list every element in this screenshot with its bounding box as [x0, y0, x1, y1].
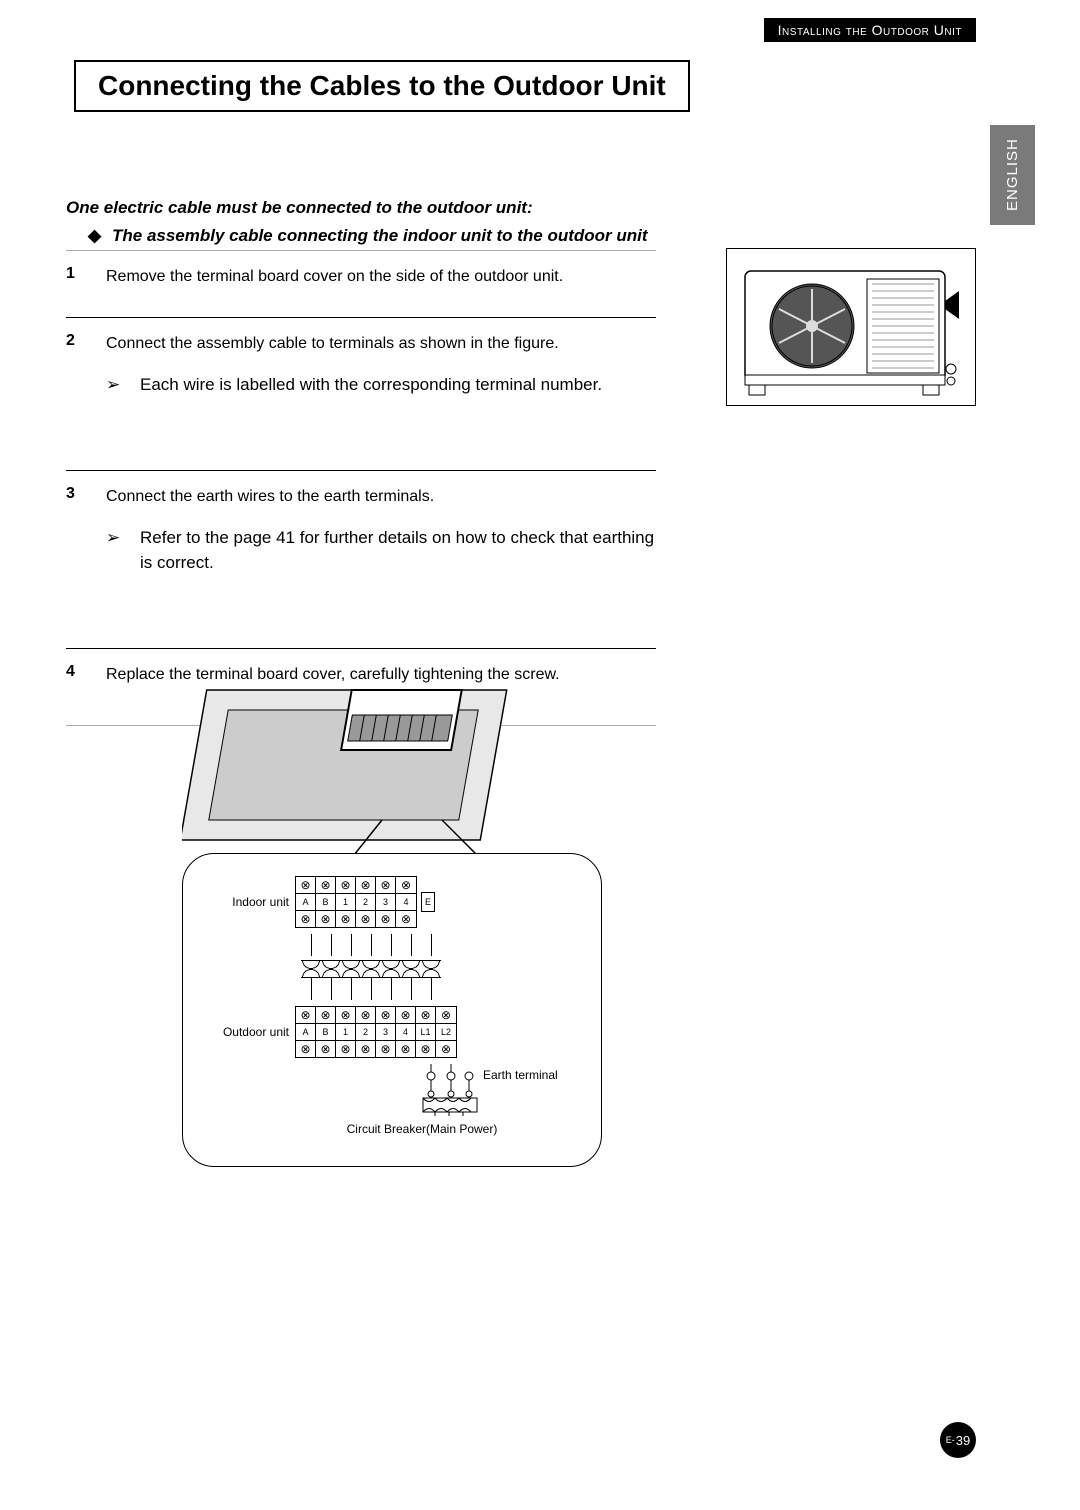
terminal-label-cell: 1: [336, 1024, 356, 1040]
step-body: Connect the assembly cable to terminals …: [106, 332, 602, 442]
step-text: Remove the terminal board cover on the s…: [106, 265, 563, 289]
earth-terminal-label: Earth terminal: [483, 1068, 558, 1082]
wire: [401, 934, 421, 956]
wire: [381, 934, 401, 956]
wire: [421, 978, 441, 1000]
indoor-unit-label: Indoor unit: [205, 895, 295, 909]
circuit-breaker-label: Circuit Breaker(Main Power): [265, 1122, 579, 1136]
terminal-screw-cell: [436, 1041, 456, 1057]
wire: [421, 934, 441, 956]
language-tab: ENGLISH: [990, 125, 1035, 225]
terminal-label-cell: L1: [416, 1024, 436, 1040]
step-sub: Refer to the page 41 for further details…: [106, 525, 656, 576]
terminal-screw-cell: [356, 1041, 376, 1057]
terminal-screw-cell: [336, 911, 356, 927]
terminal-label-cell: 4: [396, 1024, 416, 1040]
wire: [341, 978, 361, 1000]
step-sub: Each wire is labelled with the correspon…: [106, 372, 602, 398]
terminal-label-cell: 4: [396, 894, 416, 910]
terminal-screw-cell: [436, 1007, 456, 1023]
sub-text: Refer to the page 41 for further details…: [140, 525, 656, 576]
terminal-screw-cell: [396, 911, 416, 927]
step-number: 3: [66, 485, 106, 620]
terminal-label-cell: 3: [376, 894, 396, 910]
wire: [341, 934, 361, 956]
page-number: E-39: [940, 1422, 976, 1458]
terminal-screw-cell: [336, 877, 356, 893]
step-text: Connect the earth wires to the earth ter…: [106, 485, 656, 509]
step-body: Connect the earth wires to the earth ter…: [106, 485, 656, 620]
outdoor-unit-figure: [726, 248, 976, 406]
terminal-label-cell: 3: [376, 1024, 396, 1040]
terminal-screw-cell: [396, 1007, 416, 1023]
wire: [301, 978, 321, 1000]
terminal-screw-cell: [396, 877, 416, 893]
terminal-screw-cell: [376, 877, 396, 893]
wire: [361, 978, 381, 1000]
terminal-screw-cell: [396, 1041, 416, 1057]
step: 1Remove the terminal board cover on the …: [66, 250, 656, 317]
terminal-screw-cell: [296, 1007, 316, 1023]
wire: [401, 978, 421, 1000]
terminal-screw-cell: [316, 1041, 336, 1057]
terminal-screw-cell: [336, 1007, 356, 1023]
sub-text: Each wire is labelled with the correspon…: [140, 372, 602, 398]
wire: [361, 934, 381, 956]
indoor-terminal-block: AB1234: [295, 876, 417, 928]
page-num-value: 39: [956, 1433, 970, 1448]
terminal-label-cell: 2: [356, 894, 376, 910]
terminal-label-cell: 2: [356, 1024, 376, 1040]
terminal-label-cell: A: [296, 894, 316, 910]
step-number: 4: [66, 663, 106, 687]
step: 2Connect the assembly cable to terminals…: [66, 317, 656, 470]
indoor-earth-terminal: E: [421, 892, 435, 912]
outdoor-unit-label: Outdoor unit: [205, 1025, 295, 1039]
step-number: 1: [66, 265, 106, 289]
step-number: 2: [66, 332, 106, 442]
section-header: Installing the Outdoor Unit: [764, 18, 976, 42]
terminal-screw-cell: [296, 1041, 316, 1057]
terminal-screw-cell: [316, 911, 336, 927]
terminal-label-cell: B: [316, 1024, 336, 1040]
terminal-screw-cell: [296, 877, 316, 893]
terminal-cover-figure: [182, 660, 602, 860]
terminal-screw-cell: [356, 911, 376, 927]
terminal-label-cell: A: [296, 1024, 316, 1040]
terminal-screw-cell: [376, 1007, 396, 1023]
terminal-screw-cell: [376, 911, 396, 927]
intro-text: One electric cable must be connected to …: [66, 198, 533, 218]
terminal-label-cell: L2: [436, 1024, 456, 1040]
terminal-screw-cell: [296, 911, 316, 927]
step-text: Connect the assembly cable to terminals …: [106, 332, 602, 356]
terminal-screw-cell: [316, 1007, 336, 1023]
terminal-screw-cell: [376, 1041, 396, 1057]
terminal-label-cell: 1: [336, 894, 356, 910]
step: 3Connect the earth wires to the earth te…: [66, 470, 656, 648]
terminal-callout: Indoor unit AB1234 E Outdoor unit AB1234…: [182, 853, 602, 1167]
terminal-label-cell: B: [316, 894, 336, 910]
terminal-screw-cell: [356, 877, 376, 893]
terminal-screw-cell: [416, 1041, 436, 1057]
intro-bullet: The assembly cable connecting the indoor…: [112, 226, 648, 246]
steps-list: 1Remove the terminal board cover on the …: [66, 250, 656, 726]
wire: [321, 934, 341, 956]
sub-arrow-icon: [106, 372, 140, 398]
page-prefix: E-: [946, 1435, 955, 1445]
terminal-screw-cell: [336, 1041, 356, 1057]
wire: [321, 978, 341, 1000]
sub-arrow-icon: [106, 525, 140, 576]
wiring-diagram: Indoor unit AB1234 E Outdoor unit AB1234…: [182, 660, 602, 1167]
outdoor-terminal-block: AB1234L1L2: [295, 1006, 457, 1058]
terminal-screw-cell: [316, 877, 336, 893]
terminal-screw-cell: [416, 1007, 436, 1023]
wire: [301, 934, 321, 956]
page-title: Connecting the Cables to the Outdoor Uni…: [74, 60, 690, 112]
wire: [381, 978, 401, 1000]
terminal-screw-cell: [356, 1007, 376, 1023]
step-body: Remove the terminal board cover on the s…: [106, 265, 563, 289]
